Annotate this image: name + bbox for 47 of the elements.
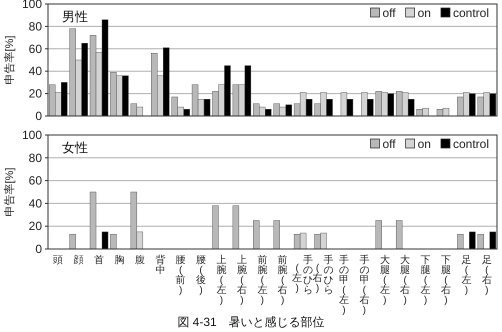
x-tick-label: 胸	[114, 254, 124, 266]
chart-title: 男性	[62, 9, 88, 24]
y-axis-title: 申告率[%]	[3, 168, 16, 216]
x-tick-label: 手の甲(右)	[359, 254, 370, 316]
legend-label: off	[382, 137, 396, 151]
legend-label: off	[382, 6, 396, 20]
legend-label: control	[452, 6, 489, 20]
legend-label: control	[452, 137, 489, 151]
x-tick-label: 前腕(左)	[257, 254, 268, 306]
x-tick-label: 下腿(右)	[440, 255, 451, 306]
x-tick-label: 頭	[53, 255, 64, 266]
x-tick-label: 腹	[134, 254, 145, 266]
bar	[490, 232, 496, 250]
legend-label: on	[418, 137, 431, 151]
x-tick-label: 上腕(右)	[236, 254, 247, 306]
x-tick-label: 大腿(左)	[380, 254, 390, 306]
y-tick-label: 60	[28, 42, 42, 56]
y-tick-label: 0	[35, 109, 42, 123]
x-tick-label: 手の甲(左)	[338, 254, 349, 316]
x-tick-label: 背中	[155, 254, 166, 276]
bar	[469, 232, 476, 250]
x-tick-label: 上腕(左)	[216, 254, 226, 306]
y-tick-label: 0	[35, 242, 42, 256]
bar	[478, 234, 484, 250]
y-tick-label: 80	[28, 19, 42, 34]
y-tick-label: 80	[28, 150, 42, 165]
caption: 図 4-31 暑いと感じる部位	[177, 315, 325, 329]
x-tick-label: 下腿(左)	[420, 255, 431, 306]
chart-title: 女性	[62, 140, 88, 155]
y-axis-title: 申告率[%]	[3, 36, 16, 84]
legend-label: on	[418, 6, 431, 20]
x-tick-label: 足(右)	[482, 255, 492, 296]
x-tick-label: 首	[94, 254, 104, 266]
y-tick-label: 20	[28, 86, 42, 101]
y-tick-label: 40	[28, 196, 42, 210]
y-tick-label: 60	[28, 174, 42, 188]
x-tick-label: 腰(前)	[176, 255, 186, 296]
bar	[69, 234, 76, 250]
y-tick-label: 40	[28, 64, 42, 78]
y-tick-label: 20	[28, 219, 42, 234]
bar	[457, 234, 464, 250]
x-tick-label: 腰(後)	[196, 255, 206, 296]
x-tick-label: 顔	[74, 254, 84, 266]
x-tick-label: 大腿(右)	[400, 254, 410, 306]
y-tick-label: 100	[22, 128, 42, 142]
x-tick-label: 前腕(右)	[278, 254, 288, 306]
x-tick-label: 足(左)	[461, 255, 472, 296]
